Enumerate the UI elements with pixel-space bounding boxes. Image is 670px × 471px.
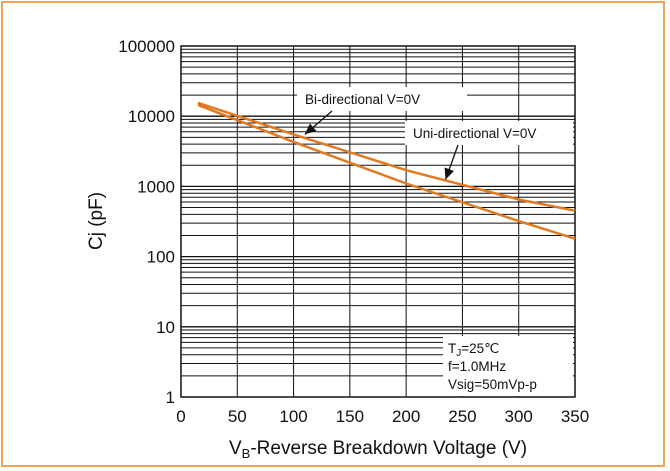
- y-axis-label: Cj (pF): [86, 192, 107, 250]
- x-tick-label: 250: [448, 407, 476, 426]
- y-tick-labels: 1 10 100 1000 10000 100000: [118, 37, 175, 407]
- series-lines: [197, 101, 576, 240]
- condition-tj: TJ=25℃: [448, 341, 499, 359]
- x-tick-label: 100: [279, 407, 307, 426]
- y-tick-label: 1: [166, 388, 175, 407]
- x-tick-label: 350: [561, 407, 589, 426]
- annotation-arrows: [304, 110, 459, 180]
- uni-directional-label: Uni-directional V=0V: [413, 126, 536, 141]
- x-tick-label: 150: [336, 407, 364, 426]
- annotation-arrow-head: [304, 123, 317, 135]
- x-tick-label: 200: [392, 407, 420, 426]
- series-line: [197, 101, 576, 212]
- condition-frequency: f=1.0MHz: [448, 359, 506, 374]
- conditions-box: [443, 336, 573, 396]
- y-tick-label: 10: [156, 318, 175, 337]
- y-tick-label: 100000: [118, 37, 175, 56]
- y-tick-label: 1000: [137, 177, 175, 196]
- y-tick-label: 10000: [128, 107, 175, 126]
- x-tick-labels: 0 50 100 150 200 250 300 350: [176, 407, 589, 426]
- x-axis-label: VB-Reverse Breakdown Voltage (V): [229, 438, 527, 461]
- grid: [181, 46, 575, 397]
- bi-directional-label-box: [297, 87, 467, 111]
- uni-directional-label-box: [405, 121, 573, 145]
- y-tick-label: 100: [147, 248, 175, 267]
- series-line: [197, 103, 576, 240]
- x-tick-label: 300: [505, 407, 533, 426]
- x-tick-label: 50: [228, 407, 247, 426]
- bi-directional-label: Bi-directional V=0V: [305, 92, 420, 107]
- x-tick-label: 0: [176, 407, 185, 426]
- annotation-arrow-head: [444, 167, 454, 180]
- condition-vsig: Vsig=50mVp-p: [448, 377, 537, 392]
